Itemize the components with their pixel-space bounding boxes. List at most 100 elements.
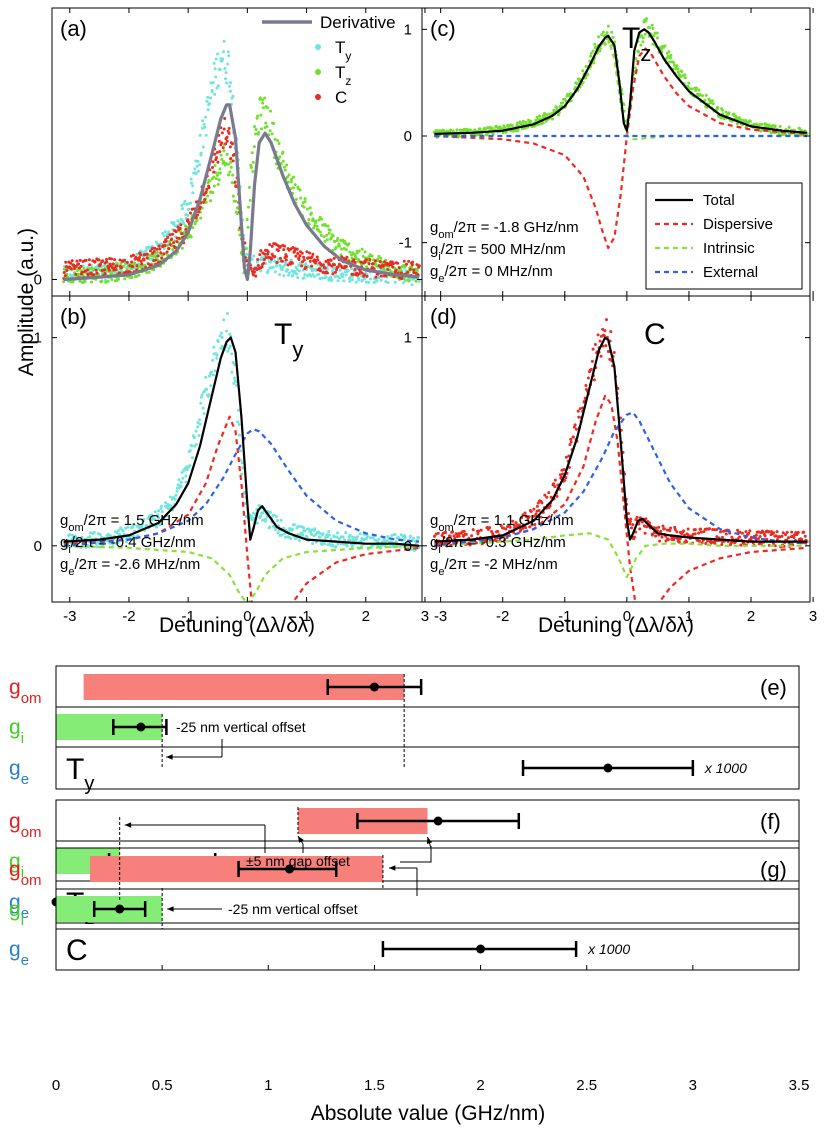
data-point: [354, 280, 358, 284]
data-point: [88, 531, 92, 535]
data-point: [263, 517, 267, 521]
data-point: [592, 378, 596, 382]
data-point: [747, 531, 751, 535]
x-tick-label: 2: [362, 608, 370, 625]
data-point: [123, 258, 127, 262]
data-point: [244, 247, 248, 251]
scale-note: x 1000: [587, 941, 630, 957]
data-point: [211, 191, 215, 195]
data-point: [199, 151, 203, 155]
data-point: [294, 197, 298, 201]
data-point: [231, 159, 235, 163]
data-point: [264, 255, 268, 259]
data-point: [209, 370, 213, 374]
data-point: [221, 57, 225, 61]
data-point: [268, 129, 272, 133]
data-point: [318, 535, 322, 539]
y-tick-label: 1: [34, 330, 42, 347]
data-point: [365, 534, 369, 538]
data-point: [356, 535, 360, 539]
series-intrinsic-line: [63, 544, 420, 602]
data-point: [334, 545, 338, 549]
data-point: [210, 165, 214, 169]
axes-frame: [421, 295, 811, 603]
data-point: [219, 153, 223, 157]
data-point: [214, 156, 218, 160]
data-point: [295, 272, 299, 276]
data-point: [156, 513, 160, 517]
data-point: [337, 244, 341, 248]
data-point: [220, 131, 224, 135]
data-point: [275, 264, 279, 268]
data-point: [263, 96, 267, 100]
data-point: [775, 538, 779, 542]
data-point: [527, 515, 531, 519]
data-point: [628, 522, 632, 526]
data-point: [685, 540, 689, 544]
data-point: [227, 346, 231, 350]
data-point: [199, 401, 203, 405]
data-point: [184, 474, 188, 478]
data-point: [778, 125, 782, 129]
data-point: [548, 504, 552, 508]
row-label-e: ge: [9, 891, 29, 922]
data-point: [114, 267, 118, 271]
data-point: [77, 262, 81, 266]
data-point: [331, 272, 335, 276]
data-point: [336, 542, 340, 546]
data-point: [175, 240, 179, 244]
data-point: [449, 128, 453, 132]
annotation-text: -25 nm vertical offset: [176, 719, 306, 735]
data-point: [658, 539, 662, 543]
data-point: [289, 537, 293, 541]
data-point: [523, 511, 527, 515]
data-point: [291, 273, 295, 277]
data-point: [167, 247, 171, 251]
data-point: [365, 274, 369, 278]
data-point: [281, 150, 285, 154]
data-point: [715, 528, 719, 532]
data-point: [124, 540, 128, 544]
value-point: [285, 864, 295, 874]
data-point: [793, 533, 797, 537]
data-point: [313, 261, 317, 265]
data-point: [217, 139, 221, 143]
data-point: [94, 268, 98, 272]
data-point: [688, 87, 692, 91]
data-point: [442, 535, 446, 539]
data-point: [287, 173, 291, 177]
data-point: [335, 535, 339, 539]
data-point: [270, 244, 274, 248]
data-point: [74, 272, 78, 276]
data-point: [237, 433, 241, 437]
data-point: [131, 253, 135, 257]
data-point: [338, 276, 342, 280]
x-tick-label: 3.5: [789, 1077, 810, 1094]
data-point: [397, 266, 401, 270]
data-point: [197, 434, 201, 438]
data-point: [573, 423, 577, 427]
data-point: [453, 536, 457, 540]
data-point: [308, 251, 312, 255]
data-point: [511, 519, 515, 523]
data-point: [521, 513, 525, 517]
data-point: [263, 252, 267, 256]
data-point: [297, 269, 301, 273]
data-point: [166, 243, 170, 247]
data-point: [382, 260, 386, 264]
data-point: [477, 529, 481, 533]
data-point: [215, 353, 219, 357]
data-point: [217, 178, 221, 182]
data-point: [252, 270, 256, 274]
data-point: [530, 523, 534, 527]
data-point: [229, 160, 233, 164]
data-point: [569, 440, 573, 444]
data-point: [720, 535, 724, 539]
data-point: [364, 280, 368, 284]
data-point: [211, 160, 215, 164]
data-point: [186, 213, 190, 217]
data-point: [562, 467, 566, 471]
data-point: [216, 339, 220, 343]
data-point: [561, 101, 565, 105]
data-point: [517, 523, 521, 527]
